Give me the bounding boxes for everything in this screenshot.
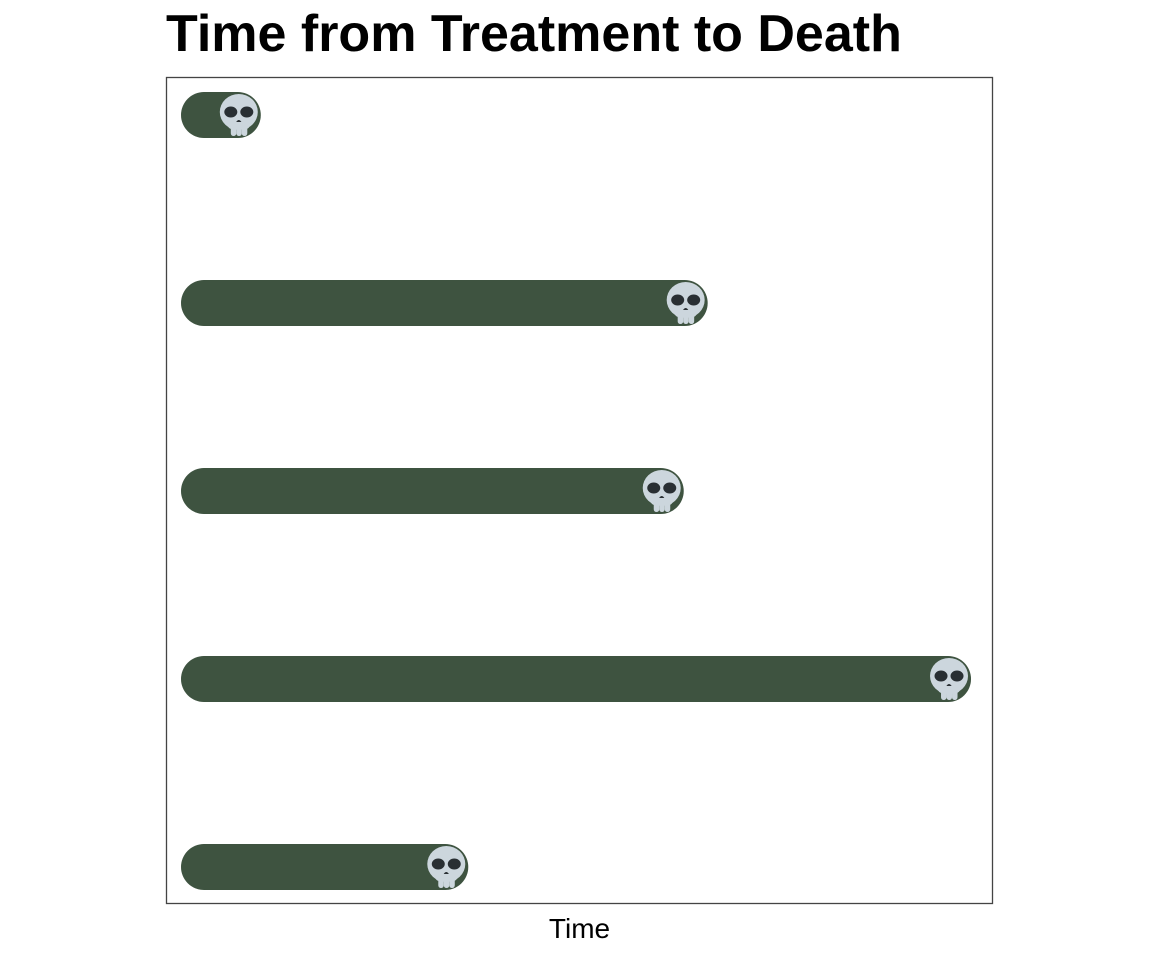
bar-group <box>181 468 684 514</box>
bar <box>181 468 684 514</box>
bars-layer <box>181 92 972 890</box>
skull-icon <box>930 658 969 700</box>
skull-icon <box>666 282 705 324</box>
bar <box>181 656 972 702</box>
skull-icon <box>427 846 466 888</box>
bar <box>181 844 469 890</box>
skull-icon <box>219 94 258 136</box>
bar-group <box>181 656 972 702</box>
bar-group <box>181 280 708 326</box>
bar <box>181 280 708 326</box>
x-axis-label: Time <box>548 913 611 944</box>
skull-icon <box>642 470 681 512</box>
bar-group <box>181 844 469 890</box>
bar-group <box>181 92 261 138</box>
chart-title: Time from Treatment to Death <box>166 5 902 63</box>
